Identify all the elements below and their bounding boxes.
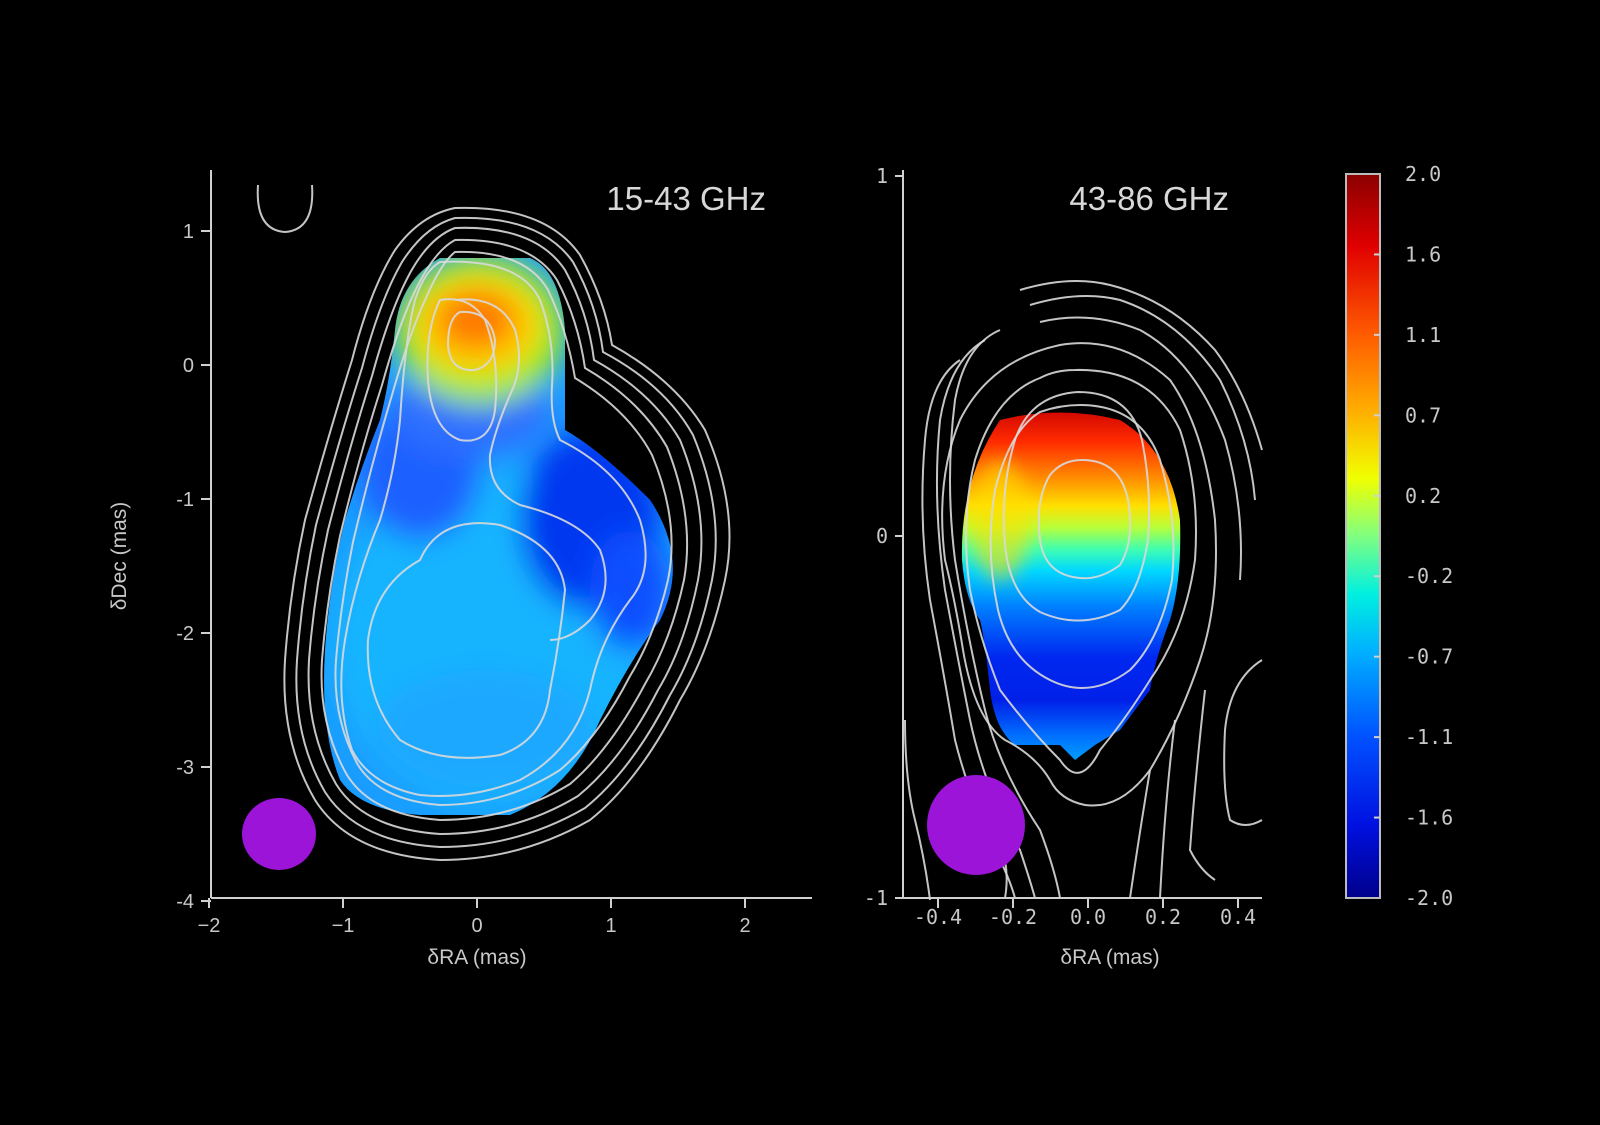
right-panel-title: 43-86 GHz	[1069, 180, 1229, 217]
right-x-axis-label: δRA (mas)	[1060, 946, 1159, 969]
left-y-tick-label: -1	[176, 489, 194, 511]
left-y-axis-label: δDec (mas)	[108, 502, 131, 611]
colorbar: 2.0 1.6 1.1 0.7 0.2 -0.2 -0.7 -1.1 -1.6 -2.0	[1345, 162, 1453, 910]
left-beam-ellipse	[242, 798, 316, 870]
right-x-tick-label: 0.4	[1220, 905, 1256, 929]
right-x-tick-label: 0.2	[1145, 905, 1181, 929]
left-x-tick-label: 0	[471, 915, 482, 937]
colorbar-tick-label: 0.7	[1405, 403, 1441, 427]
right-y-tick-label: 1	[876, 164, 888, 188]
left-y-tick-label: 0	[183, 355, 194, 377]
right-y-tick-label: 0	[876, 524, 888, 548]
left-y-tick-label: -3	[176, 757, 194, 779]
colorbar-tick-label: 1.1	[1405, 323, 1441, 347]
right-x-tick-label: -0.4	[914, 905, 962, 929]
colorbar-tick-label: -0.7	[1405, 645, 1453, 669]
colorbar-tick-label: -1.1	[1405, 725, 1453, 749]
left-panel: −2 −1 0 1 2 1 0 -1 -2 -3 -4 15-43 GHz δRA (mas) δD…	[108, 170, 812, 969]
colorbar-tick-label: 1.6	[1405, 242, 1441, 266]
right-beam-ellipse	[927, 775, 1025, 875]
colorbar-tick-label: 2.0	[1405, 162, 1441, 186]
colorbar-tick-label: -2.0	[1405, 886, 1453, 910]
left-x-tick-label: −1	[332, 915, 355, 937]
right-x-tick-label: 0.0	[1070, 905, 1106, 929]
right-panel: -0.4 -0.2 0.0 0.2 0.4 1 0 -1 43-86 GHz δRA (mas…	[864, 164, 1263, 969]
left-x-tick-label: 1	[605, 915, 616, 937]
left-contours	[256, 184, 731, 862]
left-y-tick-label: -4	[176, 891, 194, 913]
right-x-tick-label: -0.2	[989, 905, 1037, 929]
left-x-tick-label: 2	[739, 915, 750, 937]
left-y-tick-label: -2	[176, 623, 194, 645]
colorbar-gradient	[1345, 173, 1381, 899]
left-axis-ticks: −2 −1 0 1 2 1 0 -1 -2 -3 -4	[176, 221, 750, 937]
left-x-tick-label: −2	[198, 915, 221, 937]
colorbar-tick-label: -1.6	[1405, 806, 1453, 830]
colorbar-tick-label: -0.2	[1405, 564, 1453, 588]
colorbar-ticks: 2.0 1.6 1.1 0.7 0.2 -0.2 -0.7 -1.1 -1.6 -2.0	[1374, 162, 1453, 910]
right-axis-ticks: -0.4 -0.2 0.0 0.2 0.4 1 0 -1	[864, 164, 1256, 929]
left-y-tick-label: 1	[183, 221, 194, 243]
left-panel-title: 15-43 GHz	[606, 180, 766, 217]
left-x-axis-label: δRA (mas)	[427, 946, 526, 969]
colorbar-tick-label: 0.2	[1405, 484, 1441, 508]
right-y-tick-label: -1	[864, 886, 888, 910]
